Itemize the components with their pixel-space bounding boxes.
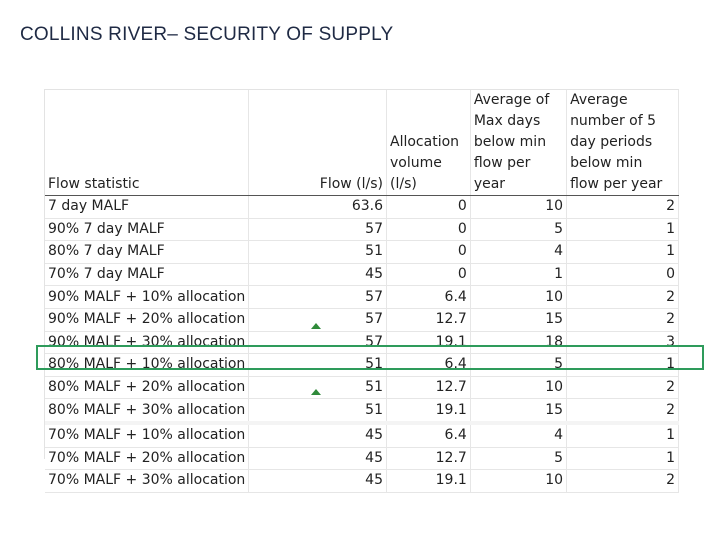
table-row: 90% MALF + 30% allocation 57 19.1 18 3 [45, 331, 679, 355]
table-row: 7 day MALF 63.6 0 10 2 [45, 195, 679, 219]
table-row: 90% MALF + 20% allocation 57 12.7 15 2 [45, 308, 679, 332]
cell-allocation: 0 [386, 263, 471, 287]
cell-periods: 2 [566, 376, 679, 400]
cell-periods: 1 [566, 218, 679, 242]
cell-statistic: 90% MALF + 20% allocation [45, 308, 250, 332]
cell-allocation: 12.7 [386, 376, 471, 400]
cell-flow: 63.6 [248, 195, 387, 219]
header-allocation-volume: Allocation volume (l/s) [386, 90, 471, 196]
cell-statistic: 70% MALF + 30% allocation [45, 469, 250, 493]
cell-flow: 51 [248, 240, 387, 264]
cell-periods: 1 [566, 420, 679, 448]
cell-flow: 45 [248, 469, 387, 493]
table-row: 90% MALF + 10% allocation 57 6.4 10 2 [45, 285, 679, 309]
cell-max-days: 10 [470, 376, 568, 400]
cell-allocation: 0 [386, 218, 471, 242]
cell-statistic: 70% 7 day MALF [45, 263, 250, 287]
cell-allocation: 6.4 [386, 420, 471, 448]
cell-allocation: 19.1 [386, 398, 471, 424]
cell-max-days: 4 [470, 420, 568, 448]
header-average-max-days: Average of Max days below min flow per y… [470, 90, 568, 196]
header-flow-statistic: Flow statistic [45, 90, 250, 196]
cell-periods: 1 [566, 447, 679, 471]
cell-flow: 45 [248, 263, 387, 287]
cell-allocation: 0 [386, 240, 471, 264]
cell-flow: 57 [248, 308, 387, 332]
cell-periods: 2 [566, 398, 679, 424]
table-row: 90% 7 day MALF 57 0 5 1 [45, 218, 679, 242]
cell-max-days: 5 [470, 218, 568, 242]
cell-max-days: 1 [470, 263, 568, 287]
cell-max-days: 15 [470, 308, 568, 332]
cell-periods: 1 [566, 240, 679, 264]
cell-statistic: 7 day MALF [45, 195, 250, 219]
cell-allocation: 19.1 [386, 469, 471, 493]
cell-statistic: 80% MALF + 20% allocation [45, 376, 250, 400]
cell-allocation: 6.4 [386, 285, 471, 309]
cell-periods: 2 [566, 469, 679, 493]
cell-allocation: 12.7 [386, 308, 471, 332]
cell-flow: 51 [248, 376, 387, 400]
header-flow: Flow (l/s) [248, 90, 387, 196]
cell-periods: 2 [566, 285, 679, 309]
cell-max-days: 5 [470, 447, 568, 471]
data-table-image: Flow statistic Flow (l/s) Allocation vol… [44, 89, 679, 493]
cell-flow: 45 [248, 447, 387, 471]
cell-comment-marker [311, 389, 321, 395]
cell-statistic: 80% 7 day MALF [45, 240, 250, 264]
highlight-box [36, 345, 704, 370]
cell-max-days: 10 [470, 195, 568, 219]
cell-allocation: 12.7 [386, 447, 471, 471]
cell-max-days: 15 [470, 398, 568, 424]
cell-statistic: 80% MALF + 30% allocation [45, 398, 250, 424]
cell-statistic: 70% MALF + 10% allocation [45, 420, 250, 448]
cell-statistic: 70% MALF + 20% allocation [45, 447, 250, 471]
cell-allocation: 0 [386, 195, 471, 219]
cell-statistic: 90% MALF + 10% allocation [45, 285, 250, 309]
cell-flow: 57 [248, 285, 387, 309]
table-row: 70% MALF + 30% allocation 45 19.1 10 2 [45, 469, 679, 493]
cell-flow: 51 [248, 398, 387, 424]
cell-periods: 2 [566, 195, 679, 219]
cell-periods: 2 [566, 308, 679, 332]
cell-flow: 57 [248, 218, 387, 242]
cell-flow: 45 [248, 420, 387, 448]
table-header-row: Flow statistic Flow (l/s) Allocation vol… [45, 90, 679, 196]
cell-statistic: 90% 7 day MALF [45, 218, 250, 242]
table-body: 7 day MALF 63.6 0 10 2 90% 7 day MALF 57 0 5 1 80%… [45, 195, 679, 493]
cell-max-days: 10 [470, 469, 568, 493]
cell-max-days: 5 [470, 353, 568, 377]
cell-max-days: 4 [470, 240, 568, 264]
cell-max-days: 10 [470, 285, 568, 309]
cell-periods: 1 [566, 353, 679, 377]
table-row: 80% MALF + 20% allocation 51 12.7 10 2 [45, 376, 679, 400]
table-row: 70% MALF + 10% allocation 45 6.4 4 1 [45, 420, 679, 448]
table-row: 80% 7 day MALF 51 0 4 1 [45, 240, 679, 264]
cell-periods: 3 [566, 331, 679, 355]
slide-title: COLLINS RIVER– SECURITY OF SUPPLY [20, 24, 394, 45]
cell-comment-marker [311, 323, 321, 329]
table-row: 70% 7 day MALF 45 0 1 0 [45, 263, 679, 287]
table-row: 70% MALF + 20% allocation 45 12.7 5 1 [45, 447, 679, 471]
security-of-supply-table: Flow statistic Flow (l/s) Allocation vol… [45, 90, 679, 493]
cell-periods: 0 [566, 263, 679, 287]
header-average-5-day-periods: Average number of 5 day periods below mi… [566, 90, 679, 196]
table-row: 80% MALF + 30% allocation 51 19.1 15 2 [45, 398, 679, 424]
